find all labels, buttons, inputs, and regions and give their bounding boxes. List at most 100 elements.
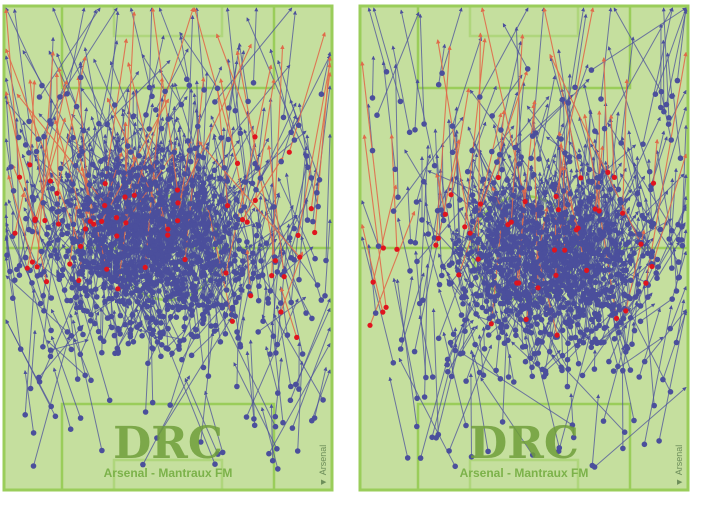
completed-pass-origin-881 [94,236,101,242]
completed-pass-origin-850 [137,288,143,295]
completed-pass-origin-398 [153,319,159,326]
completed-pass-origin-181 [69,284,75,291]
completed-pass-origin-640 [101,281,108,287]
completed-pass-origin-708 [631,250,637,256]
completed-pass-origin-893 [600,418,607,424]
completed-pass-origin-578 [536,229,543,236]
completed-pass-origin-883 [240,258,246,264]
completed-pass-1016 [268,343,331,454]
incomplete-pass-origin-1147 [76,277,82,284]
completed-pass-913 [4,94,12,167]
completed-pass-origin-638 [621,260,627,267]
completed-pass-origin-675 [192,290,199,296]
incomplete-pass-origin-1105 [122,194,128,200]
completed-pass-origin-502 [117,244,123,250]
incomplete-pass-origin-975 [613,315,620,321]
completed-pass-origin-740 [549,231,556,237]
completed-pass-origin-1071 [146,84,153,91]
completed-pass-origin-595 [255,297,262,304]
completed-pass-origin-798 [666,115,672,121]
completed-pass-origin-76 [462,317,468,324]
completed-pass-origin-804 [620,445,626,452]
completed-pass-origin-786 [147,239,153,245]
completed-pass-origin-786 [678,237,685,243]
completed-pass-origin-585 [468,282,475,289]
completed-pass-origin-780 [557,265,563,272]
completed-pass-origin-607 [595,184,601,190]
completed-pass-origin-779 [555,295,562,302]
completed-pass-origin-859 [178,223,185,229]
completed-pass-975 [109,60,151,168]
completed-pass-origin-710 [615,186,622,193]
completed-pass-origin-741 [538,296,545,302]
incomplete-pass-1105 [124,11,137,198]
completed-pass-origin-735 [485,233,491,240]
completed-pass-origin-868 [611,302,617,309]
completed-pass-origin-9 [61,287,68,293]
completed-pass-origin-1079 [99,171,105,178]
completed-pass-origin-669 [425,231,432,237]
incomplete-pass-origin-1150 [252,197,258,203]
incomplete-pass-origin-1138 [42,217,48,224]
completed-pass-1050 [158,7,188,80]
incomplete-pass-origin-1106 [43,279,50,285]
completed-pass-origin-712 [468,234,474,241]
completed-pass-origin-926 [383,69,390,75]
completed-pass-origin-586 [534,340,541,346]
completed-pass-origin-891 [127,259,134,266]
incomplete-pass-1149 [271,44,285,276]
completed-pass-origin-695 [124,265,131,272]
completed-pass-origin-225 [160,313,166,320]
completed-pass-origin-739 [174,283,180,290]
completed-pass-origin-848 [561,267,568,273]
completed-pass-origin-268 [493,229,500,236]
completed-pass-origin-444 [40,293,46,299]
incomplete-pass-origin-1112 [294,334,300,340]
completed-pass-origin-994 [237,344,244,350]
completed-pass-origin-1070 [210,259,217,266]
completed-pass-1003 [33,335,71,467]
completed-pass-origin-1057 [56,272,62,279]
completed-pass-origin-838 [597,230,603,236]
completed-pass-origin-938 [417,455,424,461]
completed-pass-origin-676 [589,339,595,346]
completed-pass-1088 [255,207,271,291]
completed-pass-origin-1006 [7,268,13,275]
incomplete-pass-origin-956 [475,256,481,262]
completed-pass-1098 [145,282,154,413]
completed-pass-origin-931 [277,300,284,306]
completed-pass-origin-1035 [104,121,110,128]
completed-pass-origin-334 [494,292,501,299]
completed-pass-origin-580 [605,221,612,227]
completed-pass-origin-784 [524,66,531,72]
completed-pass-origin-736 [232,213,239,219]
completed-pass-origin-280 [245,283,252,290]
incomplete-pass-origin-944 [551,247,558,253]
completed-pass-1035 [80,87,108,125]
completed-pass-origin-540 [104,165,110,172]
completed-pass-1079 [56,52,103,175]
completed-pass-origin-958 [162,297,169,304]
completed-pass-origin-863 [657,226,664,233]
completed-pass-origin-806 [620,367,626,374]
completed-pass-504 [99,307,104,339]
completed-pass-origin-612 [529,209,536,216]
completed-pass-origin-866 [641,441,648,448]
completed-pass-origin-373 [113,271,119,278]
completed-pass-origin-1064 [88,377,94,384]
completed-pass-origin-197 [149,345,155,351]
completed-pass-origin-471 [115,161,122,167]
incomplete-pass-1141 [280,251,304,313]
completed-pass-origin-787 [205,254,211,261]
incomplete-pass-origin-1103 [225,203,231,209]
completed-pass-origin-36 [249,180,256,187]
incomplete-pass-1124 [104,38,129,184]
completed-pass-origin-795 [568,319,575,325]
completed-pass-origin-304 [71,255,77,261]
completed-pass-origin-603 [497,376,504,382]
completed-pass-origin-136 [64,230,70,237]
completed-pass-origin-817 [218,135,224,141]
completed-pass-origin-491 [486,205,493,212]
incomplete-pass-origin-971 [553,272,559,278]
completed-pass-origin-494 [77,299,84,306]
